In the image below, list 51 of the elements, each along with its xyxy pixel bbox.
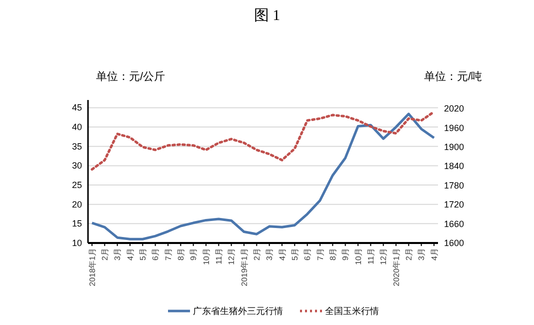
y2-axis-title: 单位：元/吨 — [424, 70, 482, 83]
x-tick-label: 6月 — [151, 248, 160, 260]
y-tick-label: 45 — [72, 102, 82, 113]
x-tick-label: 5月 — [290, 248, 300, 260]
y-tick-label: 20 — [72, 199, 82, 210]
y2-tick-label: 1780 — [444, 180, 464, 190]
y-axis-title: 单位：元/公斤 — [96, 70, 166, 83]
y2-tick-label: 1660 — [444, 218, 464, 229]
x-tick-label: 2月 — [100, 248, 110, 260]
line-series — [90, 112, 436, 240]
x-tick-label: 7月 — [316, 248, 325, 260]
x-tick-label: 2018年1月 — [88, 248, 97, 286]
y2-tick-label: 1600 — [444, 238, 464, 248]
legend-label: 全国玉米行情 — [325, 306, 379, 316]
y-tick-label: 35 — [72, 141, 82, 152]
x-tick-label: 2月 — [252, 248, 262, 260]
x-tick-label: 10月 — [354, 248, 363, 265]
x-tick-label: 12月 — [227, 248, 236, 265]
x-tick-label: 2020年1月 — [392, 248, 401, 286]
y-tick-label: 15 — [72, 218, 82, 229]
y-tick-label: 10 — [72, 238, 82, 248]
y2-tick-label: 1840 — [444, 161, 464, 172]
line-series — [90, 110, 436, 171]
x-tick-label: 9月 — [341, 248, 350, 260]
x-tick-label: 6月 — [303, 248, 312, 260]
x-tick-label: 5月 — [138, 248, 148, 260]
y-tick-label: 30 — [72, 160, 82, 171]
x-tick-label: 11月 — [366, 248, 376, 264]
legend-label: 广东省生猪外三元行情 — [193, 306, 283, 316]
y-tick-label: 40 — [72, 122, 82, 132]
x-tick-label: 4月 — [126, 248, 135, 260]
x-tick-label: 8月 — [328, 248, 338, 260]
x-tick-label: 2月 — [404, 248, 414, 260]
x-tick-label: 8月 — [176, 248, 186, 260]
x-tick-label: 4月 — [430, 248, 439, 260]
x-tick-label: 3月 — [113, 248, 122, 260]
x-tick-label: 3月 — [265, 248, 274, 260]
x-tick-label: 3月 — [417, 248, 426, 260]
x-tick-label: 12月 — [379, 248, 388, 265]
x-tick-label: 7月 — [164, 248, 173, 260]
x-tick-label: 4月 — [278, 248, 287, 260]
chart-title: 图 1 — [254, 8, 280, 24]
x-tick-label: 9月 — [189, 248, 198, 260]
x-tick-label: 11月 — [214, 248, 224, 264]
x-tick-label: 10月 — [202, 248, 211, 265]
y2-tick-label: 1900 — [444, 142, 464, 152]
y2-tick-label: 1720 — [444, 200, 464, 210]
y2-tick-label: 2020 — [444, 104, 464, 114]
y-tick-label: 25 — [72, 180, 82, 190]
y2-tick-label: 1960 — [444, 122, 464, 133]
x-tick-label: 2019年1月 — [240, 248, 249, 286]
